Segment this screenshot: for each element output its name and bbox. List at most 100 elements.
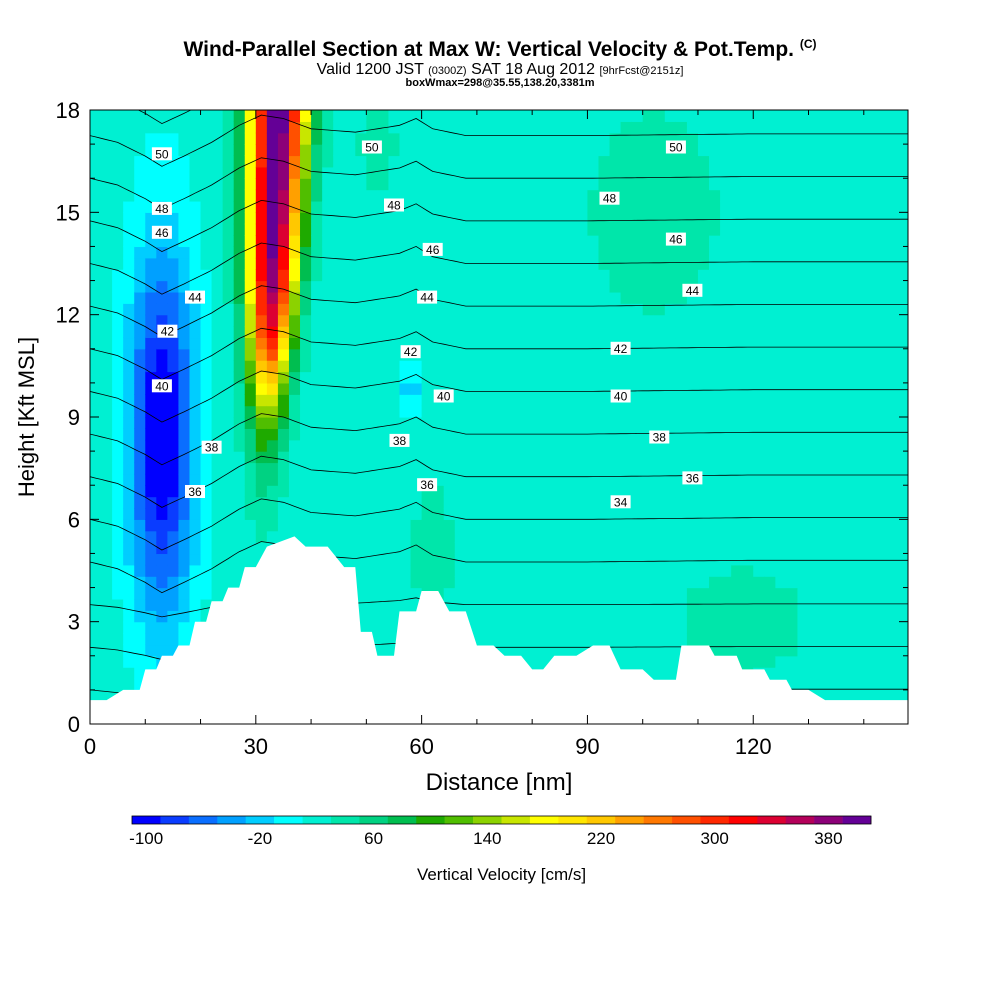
velocity-cell xyxy=(399,576,412,589)
velocity-cell xyxy=(885,655,898,668)
velocity-cell xyxy=(742,155,754,168)
velocity-cell xyxy=(664,405,677,418)
velocity-cell xyxy=(322,189,334,202)
velocity-cell xyxy=(532,644,544,657)
velocity-cell xyxy=(410,485,423,498)
velocity-cell xyxy=(731,110,743,122)
velocity-cell xyxy=(664,417,677,429)
velocity-cell xyxy=(697,473,710,486)
velocity-cell xyxy=(211,394,224,407)
velocity-cell xyxy=(554,644,566,657)
velocity-cell xyxy=(532,212,544,225)
velocity-cell xyxy=(266,132,279,145)
title-copyright-mark: (C) xyxy=(799,37,817,51)
velocity-cell xyxy=(863,405,876,418)
velocity-cell xyxy=(631,621,644,634)
velocity-cell xyxy=(742,166,754,179)
velocity-cell xyxy=(421,382,434,395)
x-tick-label: 60 xyxy=(409,734,433,759)
velocity-cell xyxy=(377,189,390,202)
velocity-cell xyxy=(200,394,213,407)
velocity-cell xyxy=(686,246,699,259)
velocity-cell xyxy=(521,519,533,532)
velocity-cell xyxy=(709,428,721,441)
velocity-cell xyxy=(587,496,600,509)
velocity-cell xyxy=(200,269,213,282)
velocity-cell xyxy=(344,394,356,407)
velocity-cell xyxy=(830,212,843,225)
velocity-cell xyxy=(244,542,257,555)
velocity-cell xyxy=(543,473,555,486)
velocity-cell xyxy=(189,303,202,316)
velocity-cell xyxy=(620,553,633,566)
velocity-cell xyxy=(874,303,887,316)
velocity-cell xyxy=(565,200,577,213)
velocity-cell xyxy=(388,530,401,543)
velocity-cell xyxy=(642,110,655,122)
velocity-cell xyxy=(399,394,412,407)
velocity-cell xyxy=(233,519,246,532)
velocity-cell xyxy=(576,348,589,361)
velocity-cell xyxy=(145,496,157,509)
velocity-cell xyxy=(355,360,367,373)
velocity-cell xyxy=(642,360,655,373)
colorbar-tick-label: 300 xyxy=(701,829,729,848)
velocity-cell xyxy=(554,337,566,350)
velocity-cell xyxy=(709,394,721,407)
velocity-cell xyxy=(642,348,655,361)
velocity-cell xyxy=(476,110,489,122)
velocity-cell xyxy=(709,405,721,418)
velocity-cell xyxy=(311,291,323,304)
velocity-cell xyxy=(896,212,908,225)
velocity-cell xyxy=(233,553,246,566)
velocity-cell xyxy=(686,451,699,464)
velocity-cell xyxy=(609,553,622,566)
velocity-cell xyxy=(554,519,566,532)
velocity-cell xyxy=(277,360,290,373)
velocity-cell xyxy=(145,542,157,555)
velocity-cell xyxy=(388,451,401,464)
velocity-cell xyxy=(775,235,787,248)
velocity-cell xyxy=(465,473,478,486)
velocity-cell xyxy=(510,223,522,236)
velocity-cell xyxy=(742,200,754,213)
velocity-cell xyxy=(786,530,799,543)
velocity-cell xyxy=(90,257,102,270)
velocity-cell xyxy=(653,110,666,122)
velocity-cell xyxy=(499,633,511,646)
velocity-cell xyxy=(731,553,743,566)
velocity-cell xyxy=(311,348,323,361)
velocity-cell xyxy=(819,303,832,316)
velocity-cell xyxy=(454,587,467,600)
velocity-cell xyxy=(675,166,688,179)
velocity-cell xyxy=(797,212,810,225)
velocity-cell xyxy=(134,655,146,668)
colorbar-swatch xyxy=(359,816,389,824)
velocity-cell xyxy=(775,280,787,293)
velocity-cell xyxy=(123,110,135,122)
velocity-cell xyxy=(101,348,113,361)
velocity-cell xyxy=(322,394,334,407)
velocity-cell xyxy=(244,337,257,350)
velocity-cell xyxy=(797,360,810,373)
velocity-cell xyxy=(753,473,765,486)
velocity-cell xyxy=(819,246,832,259)
velocity-cell xyxy=(819,473,832,486)
velocity-cell xyxy=(421,462,434,475)
velocity-cell xyxy=(167,235,180,248)
velocity-cell xyxy=(112,439,124,452)
velocity-cell xyxy=(565,291,577,304)
velocity-cell xyxy=(808,110,821,122)
velocity-cell xyxy=(487,621,500,634)
velocity-cell xyxy=(499,223,511,236)
velocity-cell xyxy=(200,530,213,543)
velocity-cell xyxy=(797,473,810,486)
velocity-cell xyxy=(288,451,301,464)
velocity-cell xyxy=(830,132,843,145)
velocity-cell xyxy=(554,542,566,555)
velocity-cell xyxy=(830,598,843,611)
velocity-cell xyxy=(178,496,191,509)
velocity-cell xyxy=(300,121,312,134)
velocity-cell xyxy=(697,439,710,452)
velocity-cell xyxy=(322,257,334,270)
